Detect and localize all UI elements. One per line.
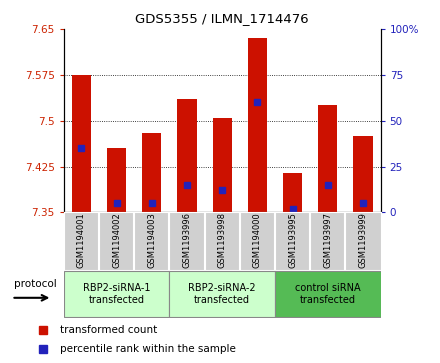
Bar <box>72 75 91 212</box>
Text: GSM1193999: GSM1193999 <box>359 212 367 268</box>
Bar <box>64 272 169 317</box>
Text: RBP2-siRNA-2
transfected: RBP2-siRNA-2 transfected <box>188 283 256 305</box>
Text: transformed count: transformed count <box>60 325 158 335</box>
Bar <box>142 133 161 212</box>
Text: control siRNA
transfected: control siRNA transfected <box>295 283 361 305</box>
Bar <box>107 148 126 212</box>
Title: GDS5355 / ILMN_1714476: GDS5355 / ILMN_1714476 <box>136 12 309 25</box>
Text: protocol: protocol <box>14 279 57 289</box>
Bar <box>248 38 267 212</box>
Bar <box>213 118 232 212</box>
Bar <box>283 173 302 212</box>
Bar <box>177 99 197 212</box>
Text: GSM1193996: GSM1193996 <box>183 212 191 268</box>
Text: GSM1193998: GSM1193998 <box>218 212 227 268</box>
Bar <box>169 272 275 317</box>
Text: GSM1194003: GSM1194003 <box>147 212 156 268</box>
Bar <box>353 136 373 212</box>
Text: RBP2-siRNA-1
transfected: RBP2-siRNA-1 transfected <box>83 283 150 305</box>
Text: GSM1193997: GSM1193997 <box>323 212 332 268</box>
Bar <box>275 272 381 317</box>
Text: GSM1194000: GSM1194000 <box>253 212 262 268</box>
Text: GSM1194002: GSM1194002 <box>112 212 121 268</box>
Bar <box>318 105 337 212</box>
Text: GSM1193995: GSM1193995 <box>288 212 297 268</box>
Text: GSM1194001: GSM1194001 <box>77 212 86 268</box>
Text: percentile rank within the sample: percentile rank within the sample <box>60 344 236 355</box>
